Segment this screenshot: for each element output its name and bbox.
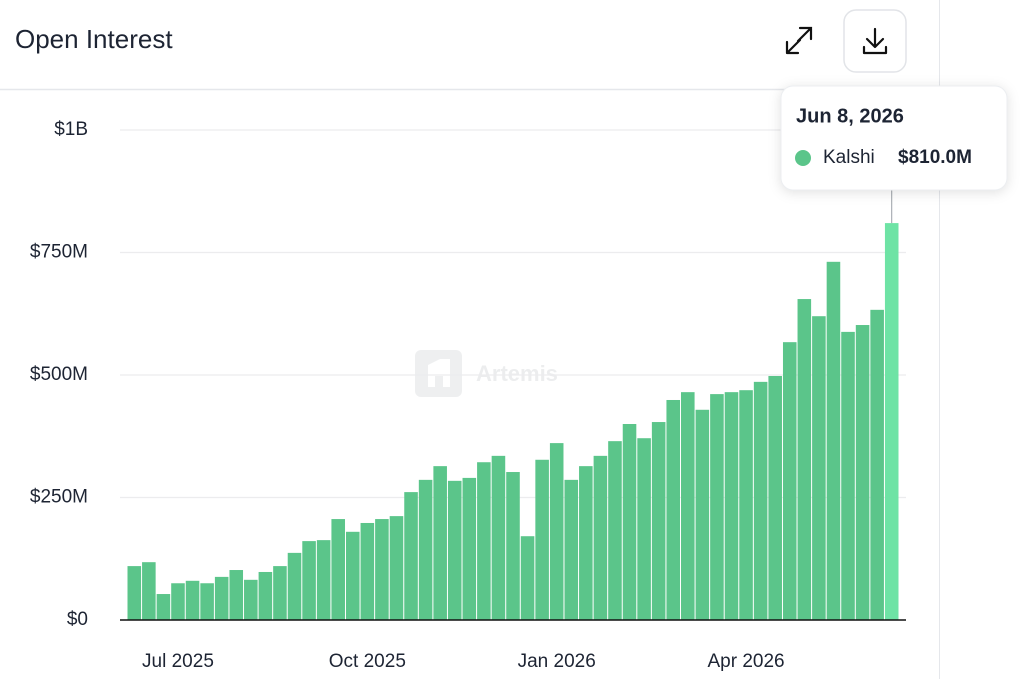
bar (287, 552, 302, 620)
bar (520, 536, 535, 620)
bar (156, 594, 171, 620)
bar (127, 566, 142, 620)
bar (768, 375, 782, 620)
bar (477, 462, 491, 620)
bar (622, 424, 637, 620)
bar (870, 309, 884, 620)
bar (739, 390, 753, 620)
bar (302, 541, 316, 620)
bar (214, 576, 229, 620)
bar (637, 438, 651, 620)
y-tick-label: $750M (30, 242, 88, 263)
bar (681, 392, 695, 620)
legend-swatch (795, 150, 811, 166)
bar (564, 479, 579, 620)
bar (244, 579, 258, 620)
bar (360, 522, 375, 620)
bar (753, 381, 768, 620)
bar (826, 261, 841, 620)
bar (710, 394, 724, 620)
x-tick-label: Jul 2025 (142, 651, 214, 672)
bar (608, 441, 622, 620)
bar (447, 480, 462, 620)
bar (331, 519, 345, 620)
download-button[interactable] (843, 9, 907, 73)
bar (142, 562, 156, 620)
y-tick-label: $500M (30, 364, 88, 385)
expand-button[interactable] (785, 26, 813, 55)
bar (506, 472, 520, 620)
bar (316, 540, 331, 620)
bar (404, 492, 418, 620)
y-tick-label: $0 (67, 609, 88, 630)
chart-title: Open Interest (15, 24, 173, 54)
bar (433, 466, 447, 620)
bar (695, 409, 710, 620)
tooltip-date: Jun 8, 2026 (796, 105, 904, 127)
bar (579, 466, 593, 620)
bar (724, 392, 739, 620)
legend-label: Kalshi (823, 147, 875, 168)
bar (273, 566, 287, 620)
bar (841, 331, 855, 620)
bar (345, 531, 360, 620)
bar (389, 516, 404, 620)
x-tick-label: Apr 2026 (707, 651, 784, 672)
bar (651, 422, 666, 620)
bar (549, 443, 564, 620)
y-tick-label: $250M (30, 487, 88, 508)
bar (593, 455, 608, 620)
bar (462, 477, 477, 620)
x-tick-label: Oct 2025 (329, 651, 406, 672)
bar (375, 519, 389, 620)
bar (229, 570, 244, 620)
bar (855, 325, 870, 620)
x-tick-label: Jan 2026 (518, 651, 596, 672)
y-tick-label: $1B (54, 119, 88, 140)
bar (491, 455, 506, 620)
tooltip-value: $810.0M (898, 147, 972, 168)
bar (200, 583, 214, 620)
bar (418, 479, 433, 620)
bar (185, 580, 200, 620)
bar (258, 571, 273, 620)
watermark-text: Artemis (476, 361, 558, 386)
bar (171, 583, 185, 620)
watermark: Artemis (415, 350, 558, 397)
tooltip (780, 85, 1008, 191)
bar (884, 223, 899, 620)
bar (666, 399, 681, 620)
bar (782, 342, 797, 620)
bar (812, 316, 826, 620)
bar (535, 459, 549, 620)
bar (797, 299, 812, 620)
